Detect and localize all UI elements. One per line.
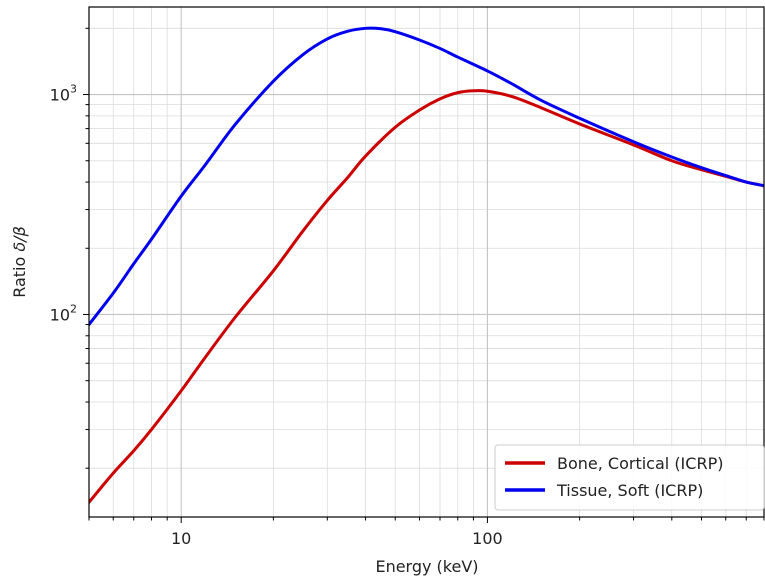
legend-label-tissue: Tissue, Soft (ICRP) — [556, 481, 703, 500]
series-layer — [89, 26, 764, 504]
y-axis-label: Ratio δ/β — [10, 226, 29, 298]
tick-labels: 10 100 102 103 — [50, 83, 503, 548]
legend-label-bone: Bone, Cortical (ICRP) — [557, 454, 723, 473]
x-tick-label: 100 — [472, 529, 503, 548]
x-tick-label: 10 — [171, 529, 191, 548]
y-axis-label-prefix: Ratio — [10, 252, 29, 298]
series-bone-cortical — [89, 89, 764, 504]
x-axis-label: Energy (keV) — [375, 557, 478, 576]
grid-major — [89, 7, 764, 517]
legend-box — [494, 444, 765, 511]
legend: Bone, Cortical (ICRP) Tissue, Soft (ICRP… — [494, 444, 765, 511]
y-axis-label-symbol: δ/β — [10, 226, 29, 251]
y-tick-label: 102 — [50, 302, 77, 324]
grid-minor — [88, 7, 765, 517]
y-tick-label: 103 — [50, 83, 77, 105]
plot-frame — [88, 6, 765, 518]
series-tissue-soft — [89, 26, 764, 327]
ticks-layer — [83, 27, 765, 523]
